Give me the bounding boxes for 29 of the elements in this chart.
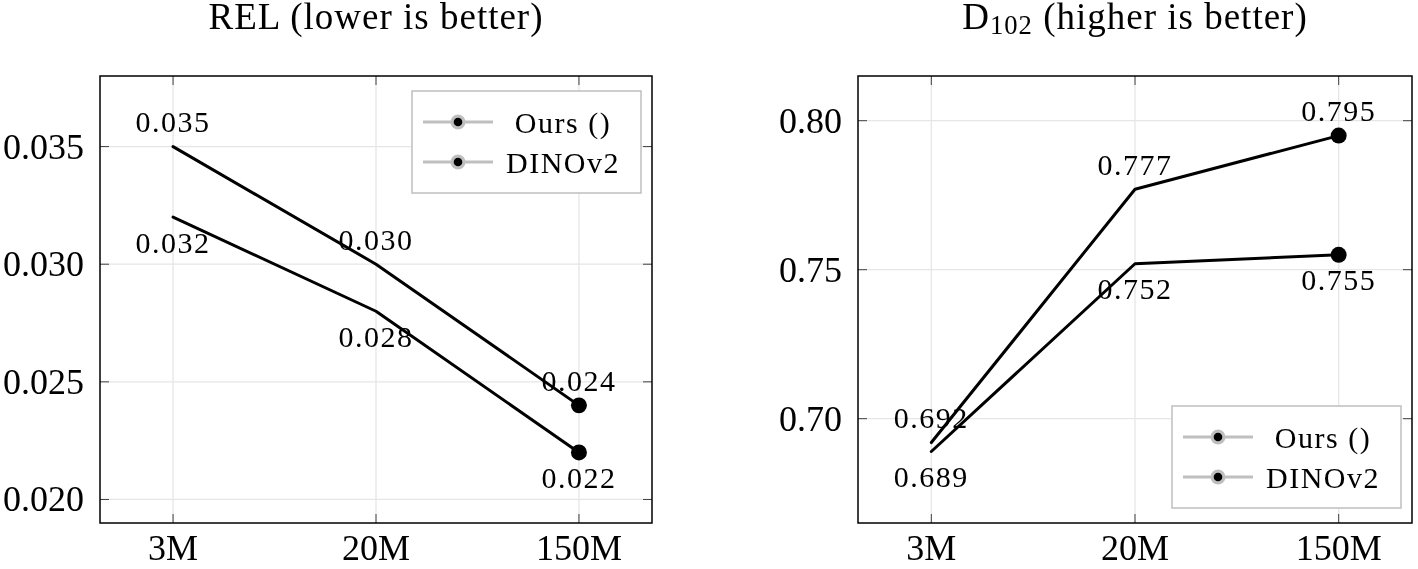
y-tick-label: 0.030 [3, 244, 84, 285]
x-tick-label: 150M [1295, 528, 1382, 568]
data-label: 0.755 [1301, 263, 1377, 297]
chart-title: REL (lower is better) [208, 0, 544, 38]
data-label: 0.795 [1301, 94, 1377, 128]
legend-label: DINOv2 [1266, 460, 1380, 494]
data-label: 0.022 [541, 460, 617, 494]
legend-label: Ours () [514, 105, 612, 140]
y-tick-label: 0.75 [779, 249, 842, 290]
y-tick-label: 0.035 [3, 126, 84, 167]
chart-title: D$_{102}$ (higher is better) [962, 0, 1308, 40]
y-tick-label: 0.025 [3, 361, 84, 402]
x-tick-label: 3M [148, 528, 199, 568]
data-label: 0.035 [135, 105, 211, 139]
x-tick-label: 20M [341, 528, 411, 568]
data-label: 0.689 [893, 459, 969, 493]
legend-label: Ours () [1274, 420, 1372, 455]
x-tick-label: 150M [535, 528, 622, 568]
data-label: 0.030 [338, 222, 414, 256]
y-tick-label: 0.020 [3, 479, 84, 520]
legend-label: DINOv2 [506, 145, 620, 179]
x-tick-label: 3M [906, 528, 957, 568]
data-label: 0.028 [338, 319, 414, 353]
y-tick-label: 0.70 [779, 398, 842, 439]
data-label: 0.777 [1097, 147, 1173, 181]
x-tick-label: 20M [1100, 528, 1170, 568]
data-label: 0.032 [135, 225, 211, 259]
data-label: 0.024 [541, 363, 617, 397]
y-tick-label: 0.80 [779, 100, 842, 141]
